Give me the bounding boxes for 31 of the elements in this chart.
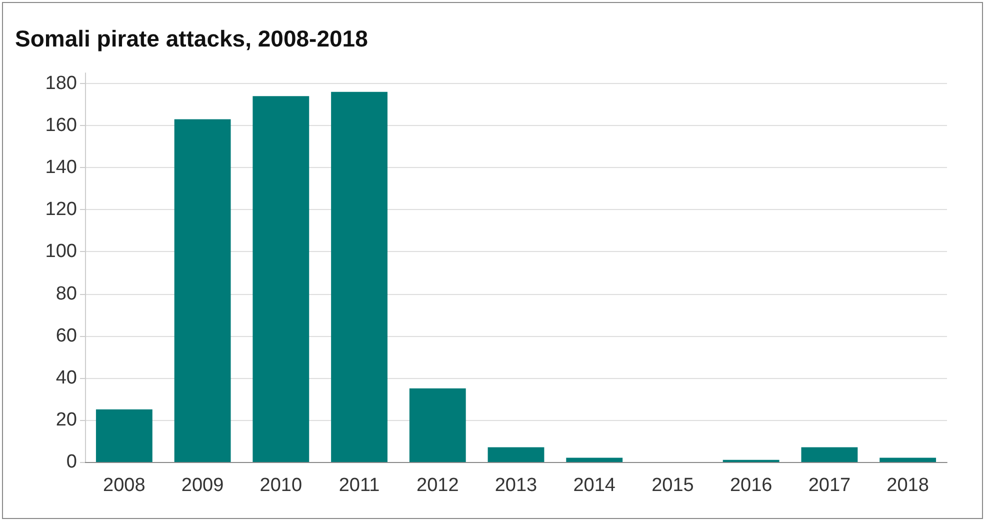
x-tick-label: 2011 <box>338 475 380 496</box>
bar <box>801 447 858 462</box>
y-tick-label: 40 <box>56 367 77 388</box>
x-tick-label: 2018 <box>886 475 929 496</box>
x-tick-label: 2015 <box>652 475 694 496</box>
bar <box>174 119 231 462</box>
chart-title: Somali pirate attacks, 2008-2018 <box>15 26 368 52</box>
y-tick-label: 0 <box>66 452 77 472</box>
x-tick-label: 2016 <box>730 475 772 496</box>
y-tick-label: 100 <box>45 241 77 262</box>
y-tick-label: 120 <box>45 199 77 220</box>
x-tick-label: 2009 <box>181 475 224 496</box>
x-tick-label: 2008 <box>103 475 146 496</box>
bar <box>331 92 388 462</box>
bar <box>566 458 623 462</box>
y-tick-label: 20 <box>56 409 77 430</box>
x-tick-label: 2017 <box>808 475 851 496</box>
y-tick-label: 160 <box>45 115 77 136</box>
x-tick-label: 2010 <box>260 475 302 496</box>
x-tick-label: 2013 <box>494 475 538 496</box>
x-tick-label: 2012 <box>416 475 459 496</box>
y-tick-label: 80 <box>56 283 77 304</box>
x-tick-label: 2014 <box>573 475 616 496</box>
bar <box>880 458 936 462</box>
bar <box>252 96 310 462</box>
bar <box>96 409 152 462</box>
bar <box>488 447 544 462</box>
y-tick-label: 60 <box>56 325 77 346</box>
y-tick-label: 140 <box>45 157 77 178</box>
y-tick-label: 180 <box>45 73 77 94</box>
bar <box>409 388 466 462</box>
